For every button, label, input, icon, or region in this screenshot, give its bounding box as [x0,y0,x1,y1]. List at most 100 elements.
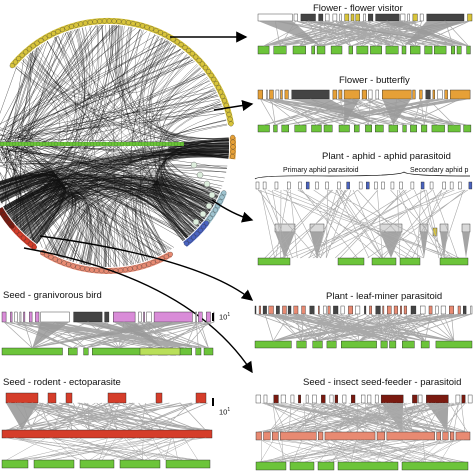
network-node [208,191,216,199]
middle-node [324,431,376,441]
network-node [216,85,222,91]
top-node [333,305,339,315]
top-node [143,311,145,323]
top-node [410,181,415,190]
top-node [23,311,26,323]
top-node [381,181,385,190]
top-node [293,305,299,315]
network-node [146,261,152,267]
panel-title-flower-visitor: Flower - flower visitor [313,3,403,14]
top-node [274,181,279,190]
network-node [230,154,236,159]
web-leafminer [254,305,473,349]
bottom-node [139,347,181,356]
network-node [228,121,234,127]
network-node [75,264,81,270]
bottom-node [348,45,353,55]
web-wedge [73,322,199,348]
bottom-node [326,340,337,349]
network-node [66,262,71,268]
web-link [299,439,319,463]
network-node [59,141,65,147]
web-link [331,439,350,463]
web-link [261,439,405,463]
network-node [0,208,4,214]
top-node [262,305,267,315]
bottom-node [281,124,290,133]
bottom-node [388,124,398,133]
bottom-node [375,124,384,133]
top-node [367,394,372,404]
network-node [186,48,192,53]
network-node [168,251,173,257]
web-link [183,437,199,461]
web-link [126,437,151,461]
top-node [337,181,341,190]
web-flower-visitor [257,13,473,55]
bottom-node [431,124,445,133]
top-node [284,89,289,100]
web-link [37,437,137,461]
top-node [426,13,465,22]
network-node [149,141,155,147]
network-node [97,18,103,24]
top-node [257,13,293,22]
network-node [221,190,227,196]
bottom-node [79,459,115,469]
bottom-node [294,124,307,133]
top-node [400,13,406,22]
top-node [262,181,267,190]
top-node [382,89,412,100]
network-node [116,19,122,24]
web-wedge [300,21,469,46]
network-node [155,141,161,147]
web-butterfly [257,89,472,133]
web-link [398,439,446,463]
network-node [28,241,34,247]
network-node [137,141,143,147]
web-links [257,189,468,259]
top-node [280,394,286,404]
network-node [204,220,209,226]
web-wedge [420,232,428,258]
network-node [187,237,193,243]
top-node [400,305,403,315]
web-wedge [291,99,380,125]
top-node [390,181,395,190]
bottom-node [341,340,377,349]
network-node [217,199,223,205]
top-node [153,311,193,323]
web-link [356,439,464,463]
top-node [412,89,416,100]
top-node [380,394,404,404]
bottom-node [1,459,29,469]
network-node [230,149,236,155]
top-node [343,89,360,100]
top-node [325,13,330,22]
middle-node [272,431,279,441]
top-node [382,305,385,315]
bottom-node [338,124,350,133]
network-node [218,89,224,95]
network-node [223,102,229,108]
top-node [375,89,379,100]
top-node [449,305,454,315]
bottom-node [316,45,326,55]
network-node [135,22,141,28]
network-node [143,141,149,147]
top-node [346,181,350,190]
network-node [137,264,142,270]
network-node [208,72,214,78]
top-node [300,13,316,22]
web-link [400,439,452,463]
top-node [358,181,363,190]
bottom-node [178,347,192,356]
network-node [207,215,213,221]
network-node [92,19,98,25]
top-node [355,13,361,22]
top-node [463,305,467,315]
bracket [254,171,471,180]
web-link [265,439,330,463]
network-node [30,43,36,49]
